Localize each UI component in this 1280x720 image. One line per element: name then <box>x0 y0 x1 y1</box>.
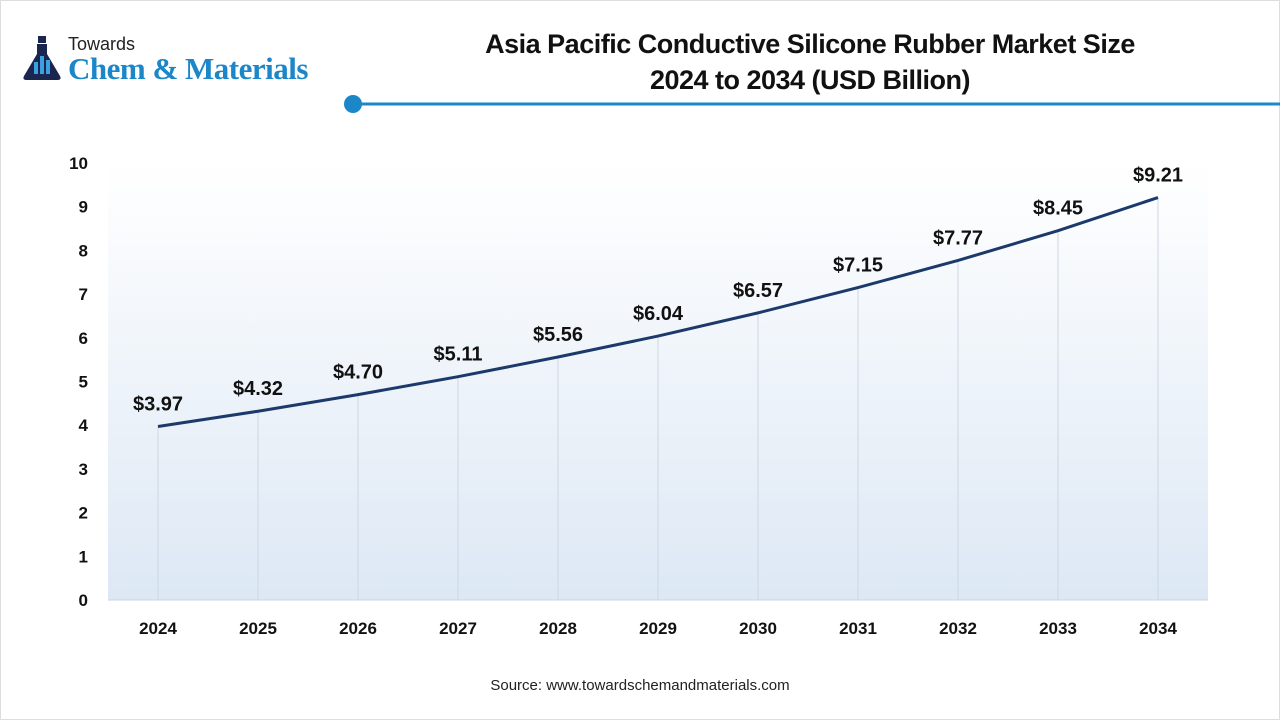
data-label: $6.04 <box>633 303 684 325</box>
x-tick-label: 2030 <box>739 619 777 638</box>
data-label: $4.70 <box>333 362 383 384</box>
data-label: $8.45 <box>1033 198 1083 220</box>
y-tick-label: 4 <box>79 416 89 435</box>
x-tick-label: 2024 <box>139 619 177 638</box>
y-tick-label: 8 <box>79 241 88 260</box>
x-tick-label: 2027 <box>439 619 477 638</box>
data-label: $5.11 <box>434 344 483 366</box>
chart-title-line2: 2024 to 2034 (USD Billion) <box>649 65 971 95</box>
source-note: Source: www.towardschemandmaterials.com <box>490 677 790 694</box>
x-tick-label: 2025 <box>239 619 277 638</box>
y-tick-label: 3 <box>79 460 88 479</box>
data-label: $5.56 <box>533 324 583 346</box>
y-tick-label: 6 <box>79 329 88 348</box>
y-tick-label: 10 <box>69 154 88 173</box>
y-tick-label: 2 <box>79 504 88 523</box>
x-tick-label: 2033 <box>1039 619 1077 638</box>
y-tick-label: 9 <box>79 198 88 217</box>
logo-text-towards: Towards <box>68 34 136 54</box>
x-tick-label: 2026 <box>339 619 377 638</box>
header-dot <box>344 95 362 113</box>
data-label: $7.77 <box>933 227 983 249</box>
data-label: $6.57 <box>733 280 783 302</box>
chart-title-line1: Asia Pacific Conductive Silicone Rubber … <box>485 29 1135 59</box>
y-tick-label: 7 <box>79 285 88 304</box>
y-tick-label: 1 <box>79 547 88 566</box>
y-tick-label: 0 <box>79 591 88 610</box>
logo-text-main: Chem & Materials <box>68 51 308 86</box>
x-tick-label: 2032 <box>939 619 977 638</box>
data-label: $3.97 <box>133 394 183 416</box>
flask-icon <box>23 36 61 80</box>
series-line <box>157 196 1159 428</box>
x-tick-label: 2034 <box>1139 619 1177 638</box>
data-label: $4.32 <box>233 378 283 400</box>
x-tick-label: 2029 <box>639 619 677 638</box>
x-tick-label: 2028 <box>539 619 577 638</box>
x-tick-label: 2031 <box>839 619 877 638</box>
data-label: $7.15 <box>833 255 883 277</box>
data-label: $9.21 <box>1133 165 1183 187</box>
y-tick-label: 5 <box>79 373 88 392</box>
chart-title: Asia Pacific Conductive Silicone Rubber … <box>400 26 1220 98</box>
